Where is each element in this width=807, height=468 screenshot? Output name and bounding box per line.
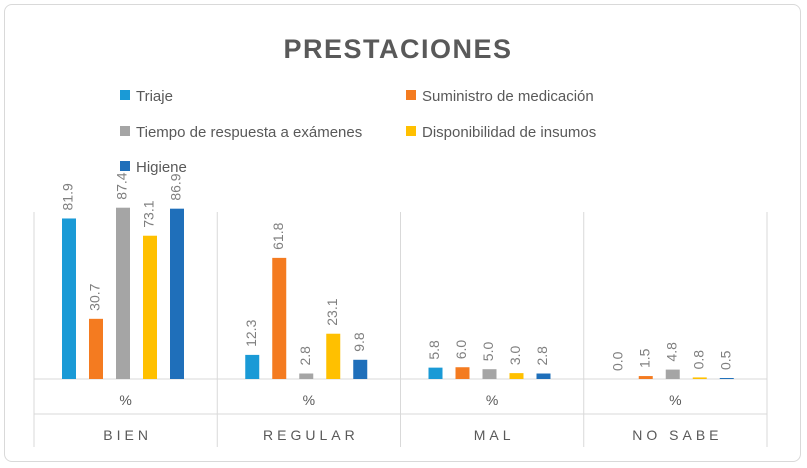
- data-label-no-sabe-disponibilidad-de-insumos: 0.8: [690, 350, 706, 370]
- bar-no-sabe-higiene: [719, 378, 734, 379]
- data-label-regular-triaje: 12.3: [243, 319, 259, 346]
- chart-frame: [4, 4, 801, 462]
- bar-regular-disponibilidad-de-insumos: [326, 333, 341, 379]
- legend-label-disponibilidad-de-insumos: Disponibilidad de insumos: [422, 124, 596, 141]
- data-label-mal-higiene: 2.8: [534, 346, 550, 366]
- legend-swatch-triaje: [120, 90, 130, 100]
- data-label-regular-tiempo-de-respuesta-a-examenes: 2.8: [297, 346, 313, 366]
- bar-regular-suministro-de-medicacion: [272, 257, 287, 379]
- data-label-bien-tiempo-de-respuesta-a-examenes: 87.4: [114, 172, 130, 199]
- data-label-no-sabe-higiene: 0.5: [717, 350, 733, 370]
- bar-mal-disponibilidad-de-insumos: [509, 373, 524, 379]
- bar-no-sabe-suministro-de-medicacion: [638, 376, 653, 379]
- bar-bien-suministro-de-medicacion: [89, 318, 103, 379]
- legend-swatch-disponibilidad-de-insumos: [406, 126, 416, 136]
- data-label-no-sabe-suministro-de-medicacion: 1.5: [636, 348, 652, 368]
- data-label-no-sabe-triaje: 0.0: [609, 351, 625, 371]
- data-label-regular-higiene: 9.8: [351, 332, 367, 352]
- x-tick-label-mal: MAL: [474, 427, 515, 443]
- chart-title: PRESTACIONES: [283, 34, 512, 64]
- x-tick-label-regular: REGULAR: [263, 427, 359, 443]
- bar-mal-triaje: [428, 367, 443, 379]
- legend-label-tiempo-de-respuesta-a-examenes: Tiempo de respuesta a exámenes: [136, 124, 362, 141]
- x-tick-sublabel: %: [119, 392, 131, 408]
- data-label-no-sabe-tiempo-de-respuesta-a-examenes: 4.8: [663, 342, 679, 362]
- x-tick-sublabel: %: [486, 392, 498, 408]
- value-labels: 81.9 30.7 87.4 73.1 86.9 12.3 61.8 2.8 23.1 9.8 5.…: [60, 172, 734, 371]
- legend-swatch-tiempo-de-respuesta-a-examenes: [120, 126, 130, 136]
- data-label-mal-disponibilidad-de-insumos: 3.0: [507, 345, 523, 365]
- legend-label-suministro-de-medicacion: Suministro de medicación: [422, 88, 594, 105]
- data-label-mal-suministro-de-medicacion: 6.0: [453, 340, 469, 360]
- bar-regular-tiempo-de-respuesta-a-examenes: [299, 373, 314, 379]
- axes: % BIEN% REGULAR% MAL% NO SABE: [33, 212, 768, 447]
- data-label-bien-triaje: 81.9: [60, 183, 76, 210]
- bar-bien-tiempo-de-respuesta-a-examenes: [116, 207, 130, 379]
- bars: [62, 207, 734, 379]
- bar-mal-tiempo-de-respuesta-a-examenes: [482, 369, 497, 379]
- bar-no-sabe-tiempo-de-respuesta-a-examenes: [665, 369, 680, 379]
- data-label-bien-disponibilidad-de-insumos: 73.1: [141, 200, 157, 227]
- bar-mal-suministro-de-medicacion: [455, 367, 470, 379]
- bar-bien-higiene: [170, 208, 184, 379]
- bar-regular-triaje: [245, 354, 260, 379]
- data-label-regular-suministro-de-medicacion: 61.8: [270, 222, 286, 249]
- x-tick-label-no-sabe: NO SABE: [632, 427, 722, 443]
- legend-label-higiene: Higiene: [136, 159, 187, 176]
- legend-swatch-higiene: [120, 161, 130, 171]
- data-label-bien-suministro-de-medicacion: 30.7: [87, 283, 103, 310]
- legend-label-triaje: Triaje: [136, 88, 173, 105]
- legend: Triaje Suministro de medicación Tiempo de …: [120, 88, 596, 176]
- bar-bien-disponibilidad-de-insumos: [143, 235, 157, 379]
- x-tick-sublabel: %: [669, 392, 681, 408]
- bar-bien-triaje: [62, 218, 76, 379]
- x-tick-sublabel: %: [303, 392, 315, 408]
- data-label-mal-tiempo-de-respuesta-a-examenes: 5.0: [480, 342, 496, 362]
- legend-swatch-suministro-de-medicacion: [406, 90, 416, 100]
- bar-regular-higiene: [353, 359, 368, 379]
- x-tick-label-bien: BIEN: [103, 427, 152, 443]
- data-label-regular-disponibilidad-de-insumos: 23.1: [324, 298, 340, 325]
- bar-no-sabe-disponibilidad-de-insumos: [692, 377, 707, 379]
- data-label-mal-triaje: 5.8: [426, 340, 442, 360]
- bar-mal-higiene: [536, 373, 551, 379]
- data-label-bien-higiene: 86.9: [168, 173, 184, 200]
